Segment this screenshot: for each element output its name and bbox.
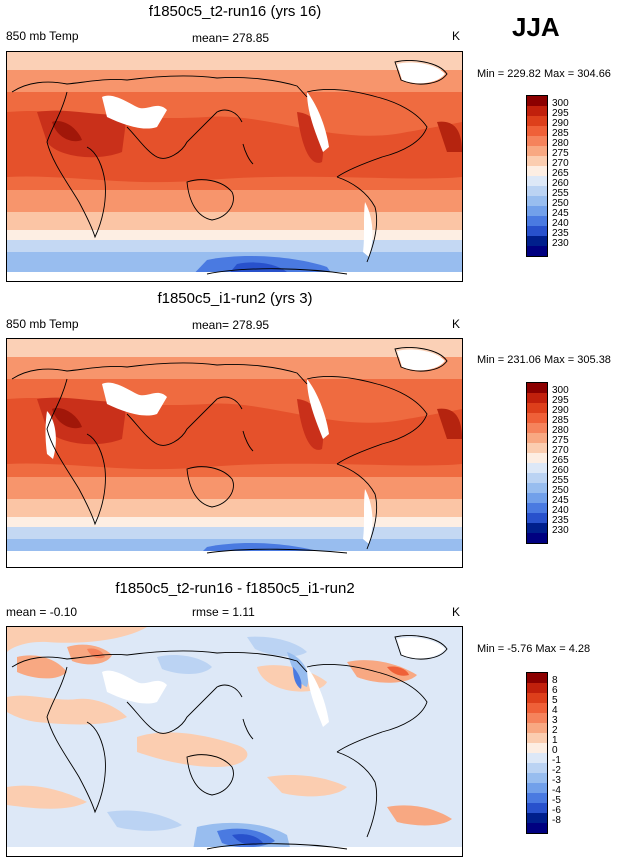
panel1-colorbar — [526, 95, 548, 257]
panel1-tick: 240 — [552, 218, 569, 229]
panel2-tick: 260 — [552, 465, 569, 476]
panel2-tick: 275 — [552, 435, 569, 446]
panel2-tick: 280 — [552, 425, 569, 436]
panel3-units: K — [452, 605, 461, 619]
panel2-tick: 270 — [552, 445, 569, 456]
panel1-units: K — [452, 29, 461, 43]
panel2-tick: 255 — [552, 475, 569, 486]
panel3-tick: 6 — [552, 685, 558, 696]
panel1-tick: 300 — [552, 98, 569, 109]
panel3-tick: -4 — [552, 785, 561, 796]
panel3-tick: -6 — [552, 805, 561, 816]
panel3-minmax: Min = -5.76 Max = 4.28 — [477, 643, 591, 655]
panel3-tick: -5 — [552, 795, 561, 806]
panel1-tick: 270 — [552, 158, 569, 169]
panel1-tick: 280 — [552, 138, 569, 149]
panel2-tick: 235 — [552, 515, 569, 526]
panel1-tick: 250 — [552, 198, 569, 209]
panel3-tick: 0 — [552, 745, 558, 756]
panel2-variable-label: 850 mb Temp — [6, 317, 79, 331]
panel2-tick: 300 — [552, 385, 569, 396]
panel1-tick: 245 — [552, 208, 569, 219]
panel2-colorbar — [526, 382, 548, 544]
panel2-minmax: Min = 231.06 Max = 305.38 — [477, 354, 611, 366]
panel2-mean-label: mean= 278.95 — [192, 318, 270, 332]
panel3-tick: 1 — [552, 735, 558, 746]
panel3-tick: -8 — [552, 815, 561, 826]
panel3-tick: 4 — [552, 705, 558, 716]
panel3-tick: 2 — [552, 725, 558, 736]
panel3-tick: -2 — [552, 765, 561, 776]
panel1-title: f1850c5_t2-run16 (yrs 16) — [148, 3, 322, 20]
panel2-tick: 265 — [552, 455, 569, 466]
panel3-tick: 3 — [552, 715, 558, 726]
panel2-tick: 295 — [552, 395, 569, 406]
panel1-tick: 295 — [552, 108, 569, 119]
season-label: JJA — [512, 12, 560, 42]
panel2-tick: 250 — [552, 485, 569, 496]
panel1-map — [6, 51, 463, 282]
panel3-map — [6, 626, 463, 857]
panel2-tick: 290 — [552, 405, 569, 416]
panel3-tick: 5 — [552, 695, 558, 706]
panel3-colorbar — [526, 672, 548, 834]
panel1-minmax: Min = 229.82 Max = 304.66 — [477, 68, 611, 80]
panel1-tick: 235 — [552, 228, 569, 239]
panel1-tick: 255 — [552, 188, 569, 199]
panel2-title: f1850c5_i1-run2 (yrs 3) — [157, 290, 313, 307]
panel2-map — [6, 338, 463, 568]
panel1-variable-label: 850 mb Temp — [6, 29, 79, 43]
panel3-tick: -1 — [552, 755, 561, 766]
panel3-rmse-label: rmse = 1.11 — [192, 605, 255, 619]
panel2-tick: 240 — [552, 505, 569, 516]
panel1-tick: 285 — [552, 128, 569, 139]
panel2-tick: 285 — [552, 415, 569, 426]
panel2-units: K — [452, 317, 461, 331]
panel2-tick: 230 — [552, 525, 569, 536]
panel3-tick: -3 — [552, 775, 561, 786]
panel1-tick: 265 — [552, 168, 569, 179]
panel2-tick: 245 — [552, 495, 569, 506]
panel1-tick: 260 — [552, 178, 569, 189]
panel1-tick: 275 — [552, 148, 569, 159]
panel3-tick: 8 — [552, 675, 558, 686]
panel1-mean-label: mean= 278.85 — [192, 31, 270, 45]
panel3-mean-label: mean = -0.10 — [6, 605, 78, 619]
panel1-tick: 230 — [552, 238, 569, 249]
panel1-tick: 290 — [552, 118, 569, 129]
panel3-title: f1850c5_t2-run16 - f1850c5_i1-run2 — [115, 580, 355, 597]
